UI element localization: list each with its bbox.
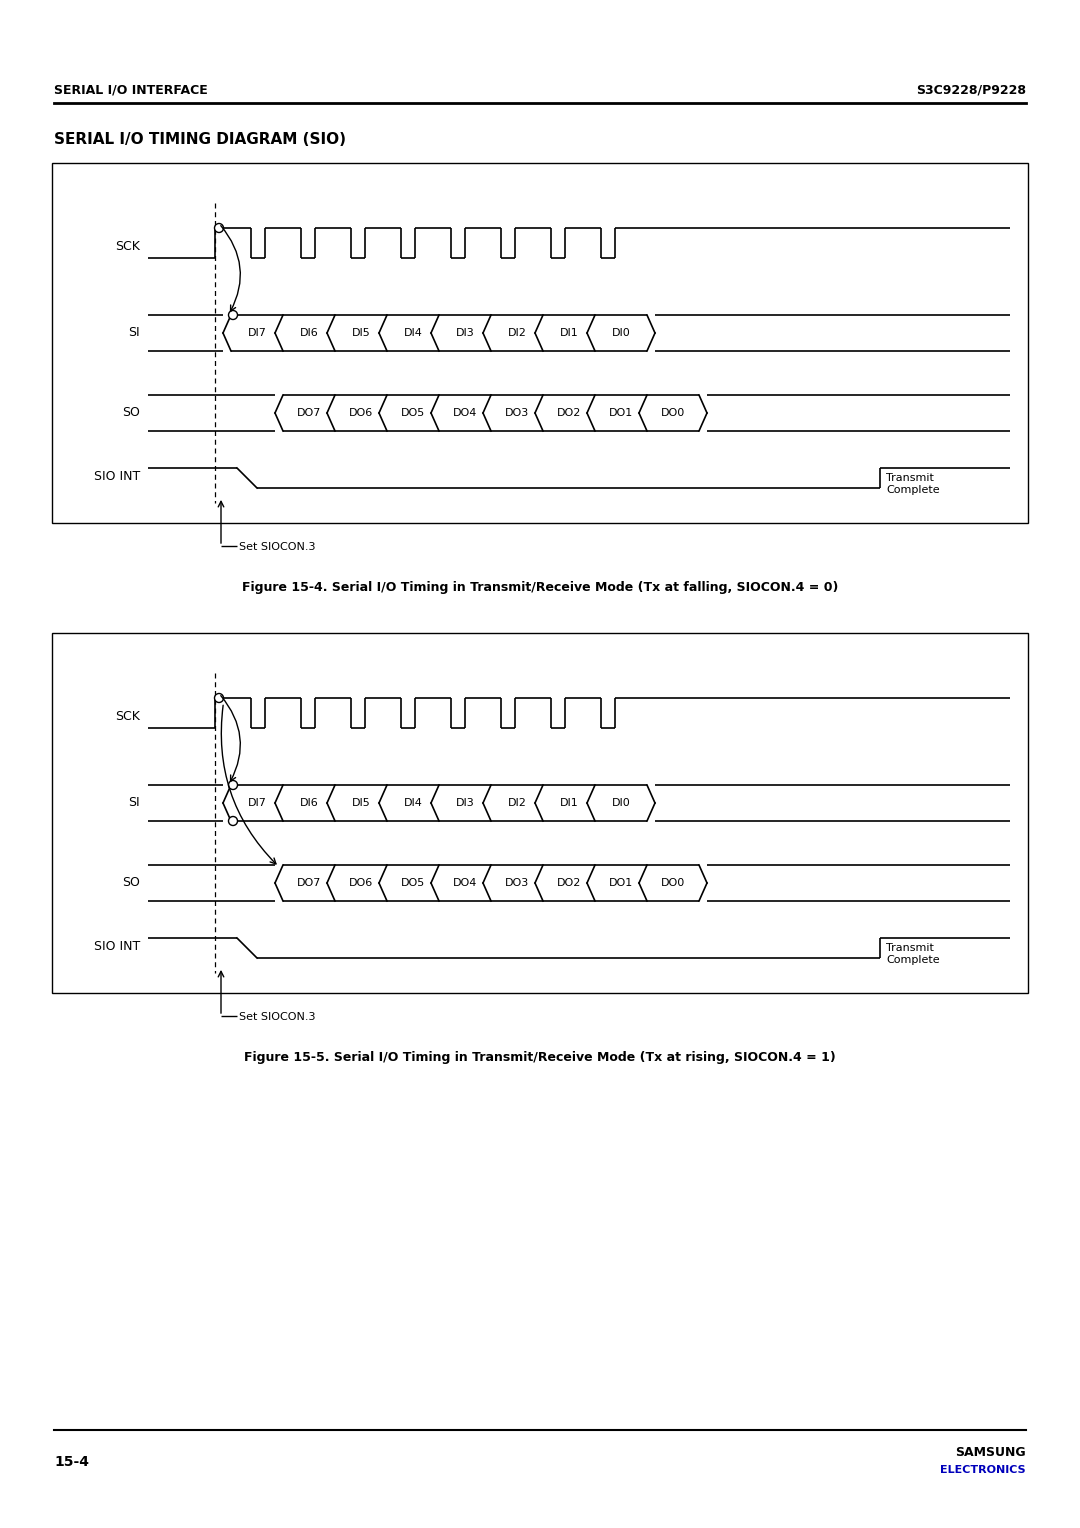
Text: SERIAL I/O INTERFACE: SERIAL I/O INTERFACE — [54, 84, 207, 96]
Text: DI7: DI7 — [247, 798, 267, 808]
Text: DO4: DO4 — [453, 879, 477, 888]
Text: DI5: DI5 — [352, 798, 370, 808]
Text: DI0: DI0 — [611, 329, 631, 338]
Text: DI6: DI6 — [299, 798, 319, 808]
Text: DI1: DI1 — [559, 798, 579, 808]
Text: S3C9228/P9228: S3C9228/P9228 — [916, 84, 1026, 96]
Text: DI3: DI3 — [456, 329, 474, 338]
Text: ELECTRONICS: ELECTRONICS — [941, 1465, 1026, 1475]
Text: DI4: DI4 — [404, 329, 422, 338]
Text: SO: SO — [122, 877, 140, 889]
Text: DI7: DI7 — [247, 329, 267, 338]
Text: DI4: DI4 — [404, 798, 422, 808]
Circle shape — [229, 310, 238, 319]
Text: Set SIOCON.3: Set SIOCON.3 — [239, 542, 315, 552]
Text: SI: SI — [129, 327, 140, 339]
Text: DI6: DI6 — [299, 329, 319, 338]
Text: DO7: DO7 — [297, 408, 321, 419]
Text: SCK: SCK — [116, 709, 140, 723]
Text: SCK: SCK — [116, 240, 140, 252]
Text: DO6: DO6 — [349, 408, 373, 419]
Text: DI1: DI1 — [559, 329, 579, 338]
Text: 15-4: 15-4 — [54, 1455, 89, 1468]
Text: DO0: DO0 — [661, 408, 685, 419]
Text: SAMSUNG: SAMSUNG — [956, 1445, 1026, 1459]
Text: SIO INT: SIO INT — [94, 940, 140, 952]
Circle shape — [215, 223, 224, 232]
Circle shape — [229, 816, 238, 825]
Bar — [52, 633, 1028, 993]
Text: DI0: DI0 — [611, 798, 631, 808]
Text: Figure 15-4. Serial I/O Timing in Transmit/Receive Mode (Tx at falling, SIOCON.4: Figure 15-4. Serial I/O Timing in Transm… — [242, 582, 838, 594]
Text: DO5: DO5 — [401, 408, 426, 419]
Text: DO3: DO3 — [504, 879, 529, 888]
Text: DO2: DO2 — [557, 879, 581, 888]
Text: DI5: DI5 — [352, 329, 370, 338]
Text: DO1: DO1 — [609, 408, 633, 419]
Text: DO5: DO5 — [401, 879, 426, 888]
Text: SERIAL I/O TIMING DIAGRAM (SIO): SERIAL I/O TIMING DIAGRAM (SIO) — [54, 133, 346, 148]
Text: DO6: DO6 — [349, 879, 373, 888]
Circle shape — [215, 694, 224, 703]
Bar — [52, 163, 1028, 523]
Text: SIO INT: SIO INT — [94, 469, 140, 483]
Text: DO1: DO1 — [609, 879, 633, 888]
Text: DO2: DO2 — [557, 408, 581, 419]
Text: SO: SO — [122, 406, 140, 420]
Text: DO0: DO0 — [661, 879, 685, 888]
Text: Set SIOCON.3: Set SIOCON.3 — [239, 1012, 315, 1022]
Text: DO3: DO3 — [504, 408, 529, 419]
Text: DI2: DI2 — [508, 798, 526, 808]
Text: DI2: DI2 — [508, 329, 526, 338]
Text: DO7: DO7 — [297, 879, 321, 888]
Circle shape — [229, 781, 238, 790]
Text: Transmit
Complete: Transmit Complete — [886, 474, 940, 495]
Text: DO4: DO4 — [453, 408, 477, 419]
Text: Transmit
Complete: Transmit Complete — [886, 943, 940, 964]
Text: Figure 15-5. Serial I/O Timing in Transmit/Receive Mode (Tx at rising, SIOCON.4 : Figure 15-5. Serial I/O Timing in Transm… — [244, 1051, 836, 1065]
Text: DI3: DI3 — [456, 798, 474, 808]
Text: SI: SI — [129, 796, 140, 810]
